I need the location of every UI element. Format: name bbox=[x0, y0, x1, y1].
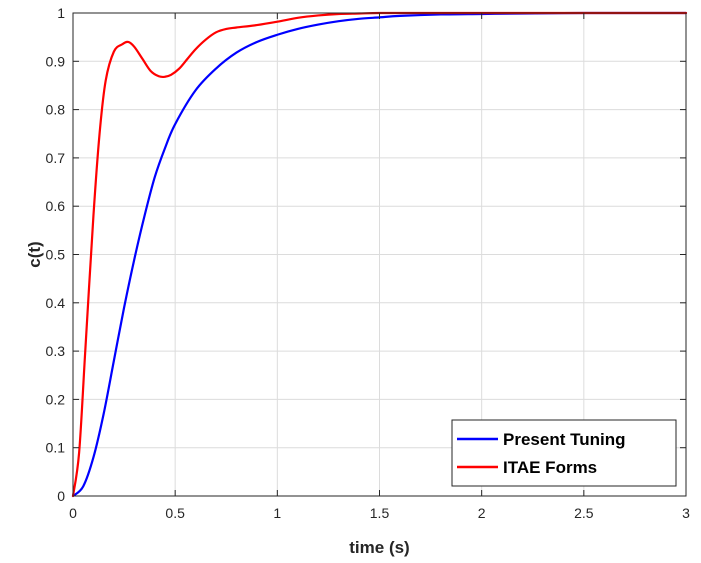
y-tick-label: 0.1 bbox=[46, 440, 66, 456]
legend: Present Tuning ITAE Forms bbox=[451, 419, 677, 487]
y-tick-label: 0.4 bbox=[46, 295, 66, 311]
y-tick-label: 0.9 bbox=[46, 53, 66, 69]
y-tick-label: 0.8 bbox=[46, 102, 66, 118]
legend-label-itae-forms: ITAE Forms bbox=[503, 458, 597, 477]
x-tick-label: 2 bbox=[478, 505, 486, 521]
legend-label-present-tuning: Present Tuning bbox=[503, 430, 625, 449]
legend-box bbox=[451, 419, 677, 487]
x-tick-label: 0.5 bbox=[165, 505, 185, 521]
series-line-present-tuning bbox=[71, 11, 688, 498]
x-tick-label: 0 bbox=[69, 505, 77, 521]
y-axis-label: c(t) bbox=[25, 241, 44, 267]
x-axis-label: time (s) bbox=[349, 538, 409, 557]
y-tick-label: 0.3 bbox=[46, 343, 66, 359]
x-tick-label: 1 bbox=[273, 505, 281, 521]
y-tick-label: 0.5 bbox=[46, 247, 66, 263]
tick-labels: 0 0.5 1 1.5 2 2.5 3 0 0.1 0.2 0.3 0.4 0.5 0.6 0.7 0.8 0.… bbox=[46, 5, 691, 521]
x-tick-label: 1.5 bbox=[370, 505, 390, 521]
x-tick-label: 3 bbox=[682, 505, 690, 521]
y-tick-label: 0.6 bbox=[46, 198, 66, 214]
x-tick-label: 2.5 bbox=[574, 505, 594, 521]
y-tick-label: 0 bbox=[57, 488, 65, 504]
y-tick-label: 1 bbox=[57, 5, 65, 21]
y-tick-label: 0.2 bbox=[46, 391, 66, 407]
y-tick-label: 0.7 bbox=[46, 150, 66, 166]
